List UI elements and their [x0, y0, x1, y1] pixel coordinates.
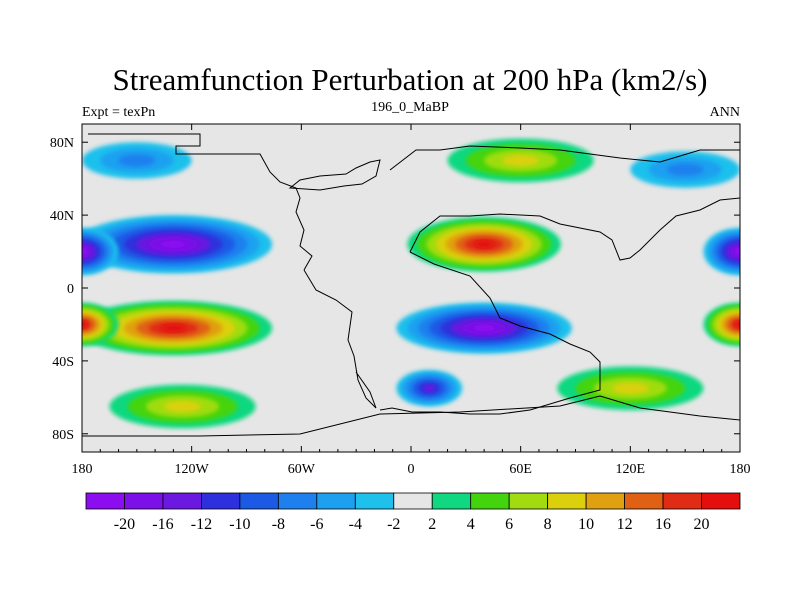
coast-antarctica — [82, 395, 740, 437]
colorbar-swatch — [393, 492, 433, 510]
colorbar: -20 -16 -12 -10 -8 -6 -4 -2 2 4 6 8 10 12 16 20 — [85, 492, 741, 533]
colorbar-swatch — [701, 492, 741, 510]
colorbar-swatch — [354, 492, 395, 510]
x-tick-label: 120W — [175, 462, 210, 477]
colorbar-label: 2 — [428, 516, 436, 533]
y-axis: 80N 40N 0 40S 80S — [50, 136, 740, 443]
y-tick-label: 40N — [50, 209, 74, 224]
contour-dateline-low-east-wrap-level-7 — [82, 247, 88, 256]
x-tick-label: 60W — [288, 462, 316, 477]
contour-north-pacific-low-2-level-2 — [118, 154, 156, 167]
contour-dateline-low-east-level-7 — [734, 247, 740, 256]
subtitle-left: Expt = texPn — [82, 105, 155, 120]
colorbar-label: -12 — [191, 516, 212, 533]
plot-area — [82, 124, 740, 452]
colorbar-label: -16 — [152, 516, 173, 533]
colorbar-label: 12 — [617, 516, 633, 533]
colorbar-swatch — [239, 492, 279, 510]
colorbar-swatch — [431, 492, 472, 510]
colorbar-label: -10 — [229, 516, 250, 533]
chart-title: Streamfunction Perturbation at 200 hPa (… — [113, 62, 708, 97]
y-tick-label: 80N — [50, 136, 74, 151]
colorbar-swatch — [277, 492, 318, 510]
colorbar-swatch — [124, 492, 164, 510]
colorbar-label: -20 — [114, 516, 135, 533]
coast-north-america — [88, 133, 313, 271]
colorbar-label: 20 — [694, 516, 710, 533]
contour-southern-ocean-low-level-5 — [423, 384, 435, 392]
colorbar-swatch — [201, 492, 241, 510]
colorbar-swatch — [547, 492, 587, 510]
x-tick-label: 180 — [730, 462, 751, 477]
colorbar-label: -8 — [272, 516, 285, 533]
contour-dateline-high-east-level-7 — [734, 320, 740, 329]
colorbar-swatch — [624, 492, 664, 510]
colorbar-label: -2 — [387, 516, 400, 533]
colorbar-swatch — [470, 492, 510, 510]
x-tick-label: 180 — [72, 462, 93, 477]
contour-southern-low-level-7 — [473, 324, 496, 332]
colorbar-label: 16 — [655, 516, 671, 533]
colorbar-label: 8 — [544, 516, 552, 533]
contour-dateline-high-east-wrap-level-7 — [82, 320, 88, 329]
contour-asian-high-level-7 — [474, 240, 494, 248]
contour-features — [82, 138, 740, 429]
colorbar-label: -4 — [349, 516, 362, 533]
x-tick-label: 120E — [616, 462, 646, 477]
contour-south-indian-high-level-3 — [612, 382, 649, 394]
contour-arctic-high-level-3 — [502, 154, 539, 166]
coast-greenland — [288, 159, 381, 191]
colorbar-label: -6 — [310, 516, 323, 533]
colorbar-swatch — [85, 492, 125, 510]
coastlines — [82, 133, 740, 437]
colorbar-swatch — [662, 492, 702, 510]
coast-south-america — [303, 269, 377, 409]
colorbar-label: 6 — [505, 516, 513, 533]
contour-east-siberia-low-level-2 — [666, 163, 704, 176]
y-tick-label: 0 — [67, 282, 74, 297]
x-tick-label: 0 — [408, 462, 415, 477]
x-tick-label: 60E — [509, 462, 532, 477]
colorbar-label: 4 — [467, 516, 475, 533]
subtitle-right: ANN — [710, 105, 740, 120]
contour-south-pacific-high-level-7 — [161, 324, 186, 332]
coast-eurasia — [389, 145, 740, 261]
colorbar-swatch — [508, 492, 549, 510]
subtitle-center: 196_0_MaBP — [371, 100, 449, 115]
contour-north-pacific-low-level-7 — [161, 240, 186, 248]
colorbar-swatch — [585, 492, 625, 510]
y-tick-label: 40S — [52, 355, 74, 370]
y-tick-label: 80S — [52, 428, 74, 443]
colorbar-swatch — [162, 492, 202, 510]
colorbar-swatch — [316, 492, 356, 510]
colorbar-label: 10 — [578, 516, 594, 533]
x-axis: 180 120W 60W 0 60E 120E 180 — [72, 124, 751, 477]
contour-south-atl-high-level-3 — [164, 400, 201, 412]
